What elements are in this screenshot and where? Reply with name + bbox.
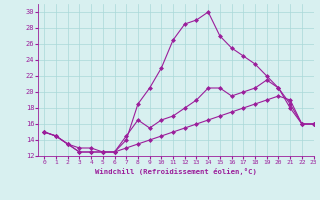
- X-axis label: Windchill (Refroidissement éolien,°C): Windchill (Refroidissement éolien,°C): [95, 168, 257, 175]
